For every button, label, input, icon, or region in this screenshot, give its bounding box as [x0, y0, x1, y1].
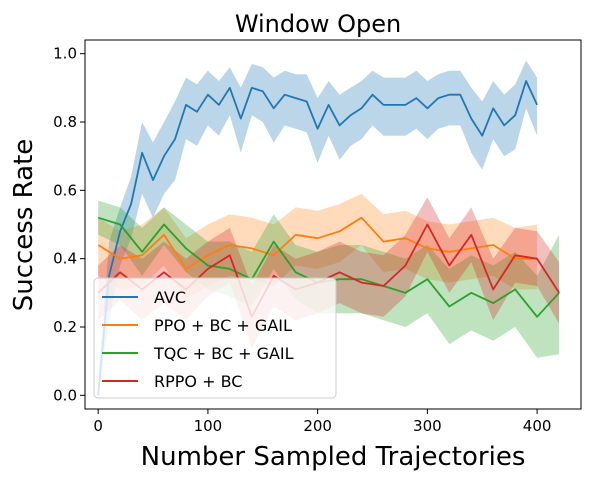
- legend-box: [93, 277, 337, 399]
- line-ppo-bc-gail: [97, 216, 538, 270]
- x-tick-label: 400: [523, 417, 552, 435]
- y-tick-label: 1.0: [53, 45, 77, 63]
- legend-label-ppo-bc-gail: PPO + BC + GAIL: [154, 316, 292, 335]
- legend-label-rppo-bc: RPPO + BC: [154, 372, 242, 391]
- y-axis-ticks: 0.0 0.2 0.4 0.6 0.8 1.0: [53, 45, 85, 404]
- legend: AVC PPO + BC + GAIL TQC + BC + GAIL RPPO + …: [93, 277, 337, 399]
- y-tick-label: 0.4: [53, 250, 77, 268]
- x-tick-label: 300: [413, 417, 442, 435]
- plot-area-frame: [84, 39, 582, 410]
- line-avc: [97, 80, 538, 396]
- y-tick-label: 0.8: [53, 113, 77, 131]
- band-ppo-bc-gail: [98, 193, 538, 300]
- legend-label-avc: AVC: [154, 288, 186, 307]
- x-tick-label: 200: [303, 417, 332, 435]
- band-rppo-bc: [98, 197, 560, 348]
- x-axis-label: Number Sampled Trajectories: [141, 442, 526, 472]
- y-tick-label: 0.2: [53, 318, 77, 336]
- x-tick-label: 100: [194, 417, 223, 435]
- legend-label-tqc-bc-gail: TQC + BC + GAIL: [153, 344, 294, 363]
- x-tick-label: 0: [93, 417, 103, 435]
- y-tick-label: 0.6: [53, 181, 77, 199]
- y-tick-label: 0.0: [53, 386, 77, 404]
- y-axis-label: Success Rate: [9, 139, 39, 312]
- chart-title: Window Open: [235, 10, 401, 38]
- x-axis-ticks: 0 100 200 300 400: [93, 409, 551, 435]
